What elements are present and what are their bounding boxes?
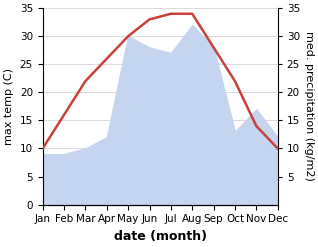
Y-axis label: max temp (C): max temp (C) bbox=[4, 68, 14, 145]
Y-axis label: med. precipitation (kg/m2): med. precipitation (kg/m2) bbox=[304, 31, 314, 181]
X-axis label: date (month): date (month) bbox=[114, 230, 207, 243]
